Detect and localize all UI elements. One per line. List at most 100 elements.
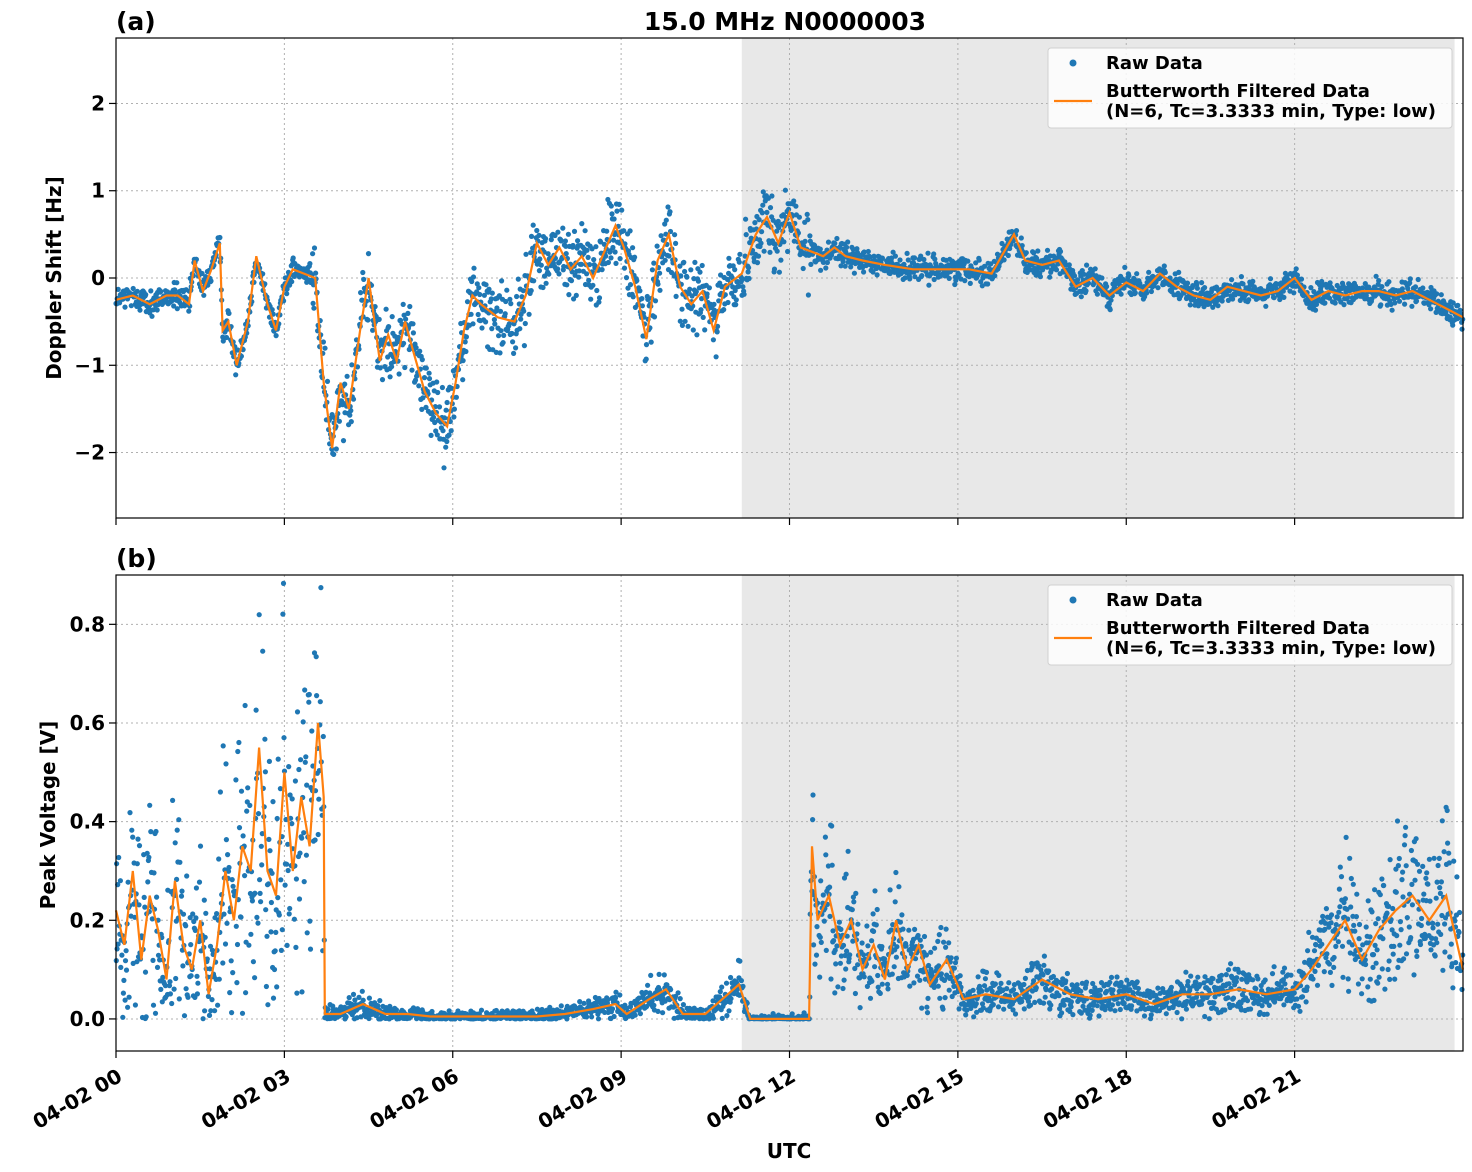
raw-data-point — [835, 984, 841, 990]
raw-data-point — [761, 248, 767, 254]
raw-data-point — [200, 1016, 206, 1022]
raw-data-point — [621, 265, 628, 271]
raw-data-point — [203, 910, 209, 916]
raw-data-point — [431, 414, 437, 420]
raw-data-point — [941, 939, 947, 945]
raw-data-point — [470, 321, 476, 327]
raw-data-point — [119, 952, 125, 958]
raw-data-point — [921, 933, 928, 940]
raw-data-point — [575, 238, 581, 244]
raw-data-point — [223, 837, 229, 843]
raw-data-point — [284, 861, 290, 867]
raw-data-point — [1225, 995, 1231, 1001]
raw-data-point — [117, 878, 123, 884]
raw-data-point — [733, 297, 739, 303]
raw-data-point — [578, 261, 585, 267]
raw-data-point — [120, 990, 126, 996]
raw-data-point — [302, 759, 308, 765]
raw-data-point — [596, 299, 602, 305]
raw-data-point — [887, 270, 893, 277]
raw-data-point — [537, 256, 543, 262]
raw-data-point — [746, 275, 752, 282]
raw-data-point — [1019, 998, 1025, 1005]
raw-data-point — [946, 275, 952, 281]
raw-data-point — [146, 854, 152, 860]
raw-data-point — [630, 245, 636, 251]
raw-data-point — [677, 318, 683, 324]
raw-data-point — [595, 1016, 602, 1022]
raw-data-point — [632, 1012, 638, 1018]
raw-data-point — [1041, 953, 1047, 959]
raw-data-point — [724, 1013, 730, 1019]
raw-data-point — [292, 778, 298, 784]
raw-data-point — [1022, 975, 1028, 982]
raw-data-point — [925, 250, 931, 256]
raw-data-point — [1389, 307, 1395, 313]
raw-data-point — [309, 728, 315, 734]
raw-data-point — [1459, 326, 1465, 332]
raw-data-point — [1264, 1011, 1270, 1017]
raw-data-point — [1174, 1009, 1180, 1016]
raw-data-point — [143, 292, 149, 298]
raw-data-point — [475, 311, 481, 318]
raw-data-point — [1321, 969, 1327, 975]
raw-data-point — [1223, 972, 1229, 978]
raw-data-point — [1104, 283, 1110, 290]
raw-data-point — [358, 290, 364, 296]
raw-data-point — [331, 451, 337, 457]
raw-data-point — [872, 888, 878, 894]
raw-data-point — [273, 929, 279, 936]
raw-data-point — [186, 308, 192, 314]
raw-data-point — [568, 278, 575, 284]
raw-data-point — [416, 383, 422, 389]
raw-data-point — [216, 856, 222, 862]
raw-data-point — [893, 954, 900, 960]
raw-data-point — [957, 973, 963, 979]
raw-data-point — [738, 978, 745, 984]
raw-data-point — [609, 211, 615, 217]
raw-data-point — [297, 850, 303, 856]
raw-data-point — [179, 888, 185, 894]
raw-data-point — [423, 365, 429, 371]
raw-data-point — [890, 249, 896, 255]
raw-data-point — [201, 897, 207, 903]
raw-data-point — [234, 980, 240, 986]
raw-data-point — [266, 836, 272, 843]
raw-data-point — [994, 251, 1001, 257]
raw-data-point — [975, 974, 981, 980]
raw-data-point — [1134, 979, 1140, 985]
raw-data-point — [122, 958, 129, 964]
raw-data-point — [698, 307, 704, 313]
raw-data-point — [171, 986, 177, 992]
raw-data-point — [1001, 1006, 1007, 1012]
raw-data-point — [921, 256, 927, 263]
raw-data-point — [842, 263, 848, 269]
raw-data-point — [935, 938, 941, 945]
raw-data-point — [637, 1011, 644, 1017]
raw-data-point — [619, 207, 625, 213]
raw-data-point — [497, 308, 504, 314]
raw-data-point — [992, 981, 999, 987]
raw-data-point — [967, 280, 973, 286]
raw-data-point — [713, 354, 719, 360]
raw-data-point — [325, 1006, 331, 1012]
raw-data-point — [196, 879, 203, 885]
raw-data-point — [413, 345, 419, 351]
raw-data-point — [428, 432, 434, 438]
raw-data-point — [359, 988, 365, 994]
raw-data-point — [1059, 1010, 1065, 1016]
raw-data-point — [500, 340, 506, 346]
raw-data-point — [728, 974, 734, 981]
raw-data-point — [250, 959, 256, 965]
raw-data-point — [1046, 968, 1052, 974]
raw-data-point — [134, 861, 140, 867]
raw-data-point — [478, 1007, 485, 1013]
raw-data-point — [1291, 990, 1297, 996]
raw-data-point — [617, 992, 623, 998]
raw-data-point — [668, 269, 675, 276]
raw-data-point — [176, 817, 182, 823]
raw-data-point — [1450, 322, 1456, 328]
raw-data-point — [460, 377, 466, 383]
raw-data-point — [897, 919, 904, 925]
raw-data-point — [1109, 1002, 1115, 1008]
